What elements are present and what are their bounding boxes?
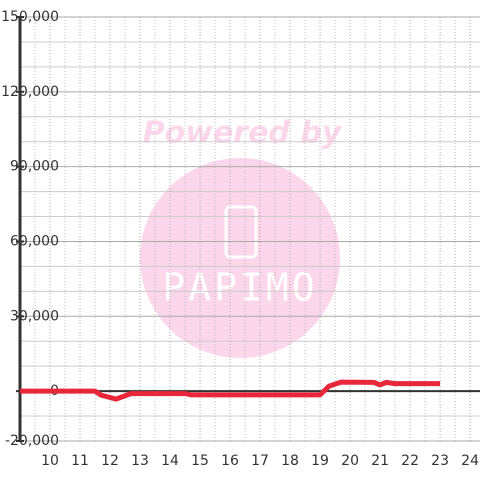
data-line [20, 379, 441, 402]
x-tick-label: 22 [401, 453, 419, 469]
x-tick-label: 15 [191, 453, 209, 469]
x-tick-label: 10 [41, 453, 59, 469]
x-tick-label: 19 [311, 453, 329, 469]
phone-icon [224, 205, 258, 259]
x-tick-label: 23 [431, 453, 449, 469]
x-tick-label: 16 [221, 453, 239, 469]
y-tick-label: -20,000 [5, 433, 59, 449]
y-tick-label: 30,000 [10, 308, 59, 324]
plot [20, 379, 441, 402]
watermark-title: Powered by [143, 116, 343, 151]
x-tick-label: 11 [71, 453, 89, 469]
y-tick-label: 90,000 [10, 159, 59, 175]
x-tick-label: 24 [461, 453, 479, 469]
x-tick-label: 12 [101, 453, 119, 469]
x-tick-label: 13 [131, 453, 149, 469]
y-tick-label: 150,000 [1, 9, 59, 25]
x-tick-label: 20 [341, 453, 359, 469]
watermark-brand: PAPIMO [162, 266, 317, 310]
x-tick-label: 21 [371, 453, 389, 469]
x-tick-label: 18 [281, 453, 299, 469]
y-tick-label: 60,000 [10, 233, 59, 249]
x-tick-label: 17 [251, 453, 269, 469]
y-tick-label: 120,000 [1, 84, 59, 100]
x-tick-label: 14 [161, 453, 179, 469]
grid: -20,000030,00060,00090,000120,000150,000… [1, 9, 480, 469]
